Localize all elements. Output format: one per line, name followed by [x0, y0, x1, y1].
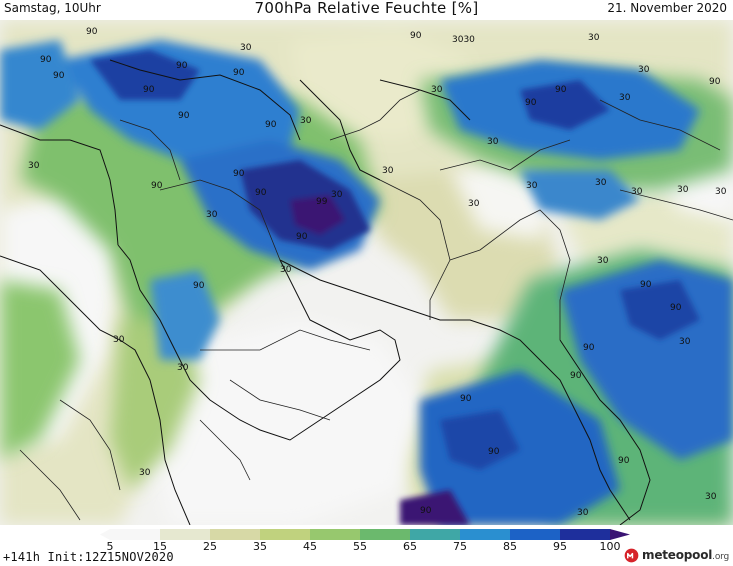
colorbar-segment — [110, 529, 161, 540]
colorbar-segment — [310, 529, 361, 540]
contour-label: 90 — [233, 169, 245, 179]
contour-label: 30 — [113, 335, 125, 345]
contour-label: 30 — [577, 508, 589, 518]
contour-label: 90 — [233, 68, 245, 78]
colorbar-tick-label: 45 — [303, 540, 317, 553]
contour-label: 30 — [206, 210, 218, 220]
contour-labels: 90 90 90 90 90 90 90 30 30 90 90 90 90 3… — [28, 27, 727, 518]
contour-label: 30 — [280, 265, 292, 275]
contour-label: 90 — [709, 77, 721, 87]
contour-label: 30 — [240, 43, 252, 53]
contour-label: 30 — [487, 137, 499, 147]
contour-label: 90 — [618, 456, 630, 466]
colorbar-tick-label: 65 — [403, 540, 417, 553]
contour-label: 99 — [316, 197, 328, 207]
contour-label: 30 — [588, 33, 600, 43]
humidity-map-svg: 90 90 90 90 90 90 90 30 30 90 90 90 90 3… — [0, 20, 733, 525]
colorbar-arrow-right — [610, 529, 630, 540]
contour-label: 30 — [526, 181, 538, 191]
contour-label: 90 — [143, 85, 155, 95]
contour-label: 30 — [679, 337, 691, 347]
colorbar-tick-label: 5 — [106, 540, 114, 553]
contour-label: 90 — [570, 371, 582, 381]
colorbar-segment — [460, 529, 511, 540]
colorbar-tick-label: 15 — [153, 540, 167, 553]
logo-tld: .org — [712, 552, 729, 562]
contour-label: 90 — [555, 85, 567, 95]
contour-label: 30 — [715, 187, 727, 197]
colorbar — [100, 529, 630, 540]
forecast-date: 21. November 2020 — [607, 1, 727, 15]
contour-label: 30 — [177, 363, 189, 373]
contour-label: 30 — [677, 185, 689, 195]
contour-label: 30 — [595, 178, 607, 188]
contour-label: 90 — [583, 343, 595, 353]
contour-label: 90 — [410, 31, 422, 41]
colorbar-tick-label: 75 — [453, 540, 467, 553]
colorbar-segment — [560, 529, 611, 540]
contour-label: 90 — [460, 394, 472, 404]
contour-label: 30 — [382, 166, 394, 176]
colorbar-segment — [260, 529, 311, 540]
colorbar-segment — [160, 529, 211, 540]
contour-label: 90 — [265, 120, 277, 130]
contour-label: 90 — [40, 55, 52, 65]
contour-label: 30 — [468, 199, 480, 209]
contour-label: 30 — [28, 161, 40, 171]
meteopool-logo[interactable]: meteopool.org — [624, 546, 729, 564]
contour-label: 30 — [597, 256, 609, 266]
colorbar-tick-label: 85 — [503, 540, 517, 553]
contour-label: 90 — [420, 506, 432, 516]
run-info: +141h Init:12Z15NOV2020 — [3, 550, 174, 564]
contour-label: 90 — [670, 303, 682, 313]
contour-label: 90 — [255, 188, 267, 198]
contour-label: 30 — [431, 85, 443, 95]
contour-label: 90 — [525, 98, 537, 108]
contour-label: 90 — [488, 447, 500, 457]
logo-brand: meteopool.org — [642, 548, 729, 562]
coastlines — [0, 59, 651, 525]
colorbar-segment — [210, 529, 261, 540]
contour-label: 90 — [86, 27, 98, 37]
colorbar-tick-label: 35 — [253, 540, 267, 553]
contour-label: 90 — [176, 61, 188, 71]
colorbar-segment — [410, 529, 461, 540]
meteopool-logo-icon — [624, 548, 639, 562]
chart-title: 700hPa Relative Feuchte [%] — [254, 0, 479, 17]
contour-label: 90 — [193, 281, 205, 291]
forecast-time: Samstag, 10Uhr — [4, 1, 101, 15]
contour-label: 30 — [638, 65, 650, 75]
contour-label: 90 — [640, 280, 652, 290]
colorbar-tick-label: 55 — [353, 540, 367, 553]
contour-label: 30 — [705, 492, 717, 502]
contour-label: 30 — [631, 187, 643, 197]
contour-label: 90 — [53, 71, 65, 81]
colorbar-tick-label: 25 — [203, 540, 217, 553]
contour-label: 90 — [151, 181, 163, 191]
contour-label: 30 — [139, 468, 151, 478]
contour-label: 30 — [619, 93, 631, 103]
contour-label: 30 — [300, 116, 312, 126]
colorbar-segment — [360, 529, 411, 540]
colorbar-ticks: 5 15 25 35 45 55 65 75 85 95 100 — [100, 540, 630, 554]
colorbar-tick-label: 100 — [599, 540, 621, 553]
colorbar-segment — [510, 529, 561, 540]
contour-label: 90 — [178, 111, 190, 121]
colorbar-svg — [100, 529, 630, 540]
chart-header: Samstag, 10Uhr 700hPa Relative Feuchte [… — [0, 0, 733, 20]
colorbar-arrow-left — [100, 529, 110, 540]
humidity-field-max — [90, 50, 700, 525]
humidity-map: 90 90 90 90 90 90 90 30 30 90 90 90 90 3… — [0, 20, 733, 525]
colorbar-tick-label: 95 — [553, 540, 567, 553]
contour-label: 90 — [296, 232, 308, 242]
contour-label: 30 — [331, 190, 343, 200]
borders — [19, 89, 733, 521]
contour-label: 3030 — [452, 35, 475, 45]
